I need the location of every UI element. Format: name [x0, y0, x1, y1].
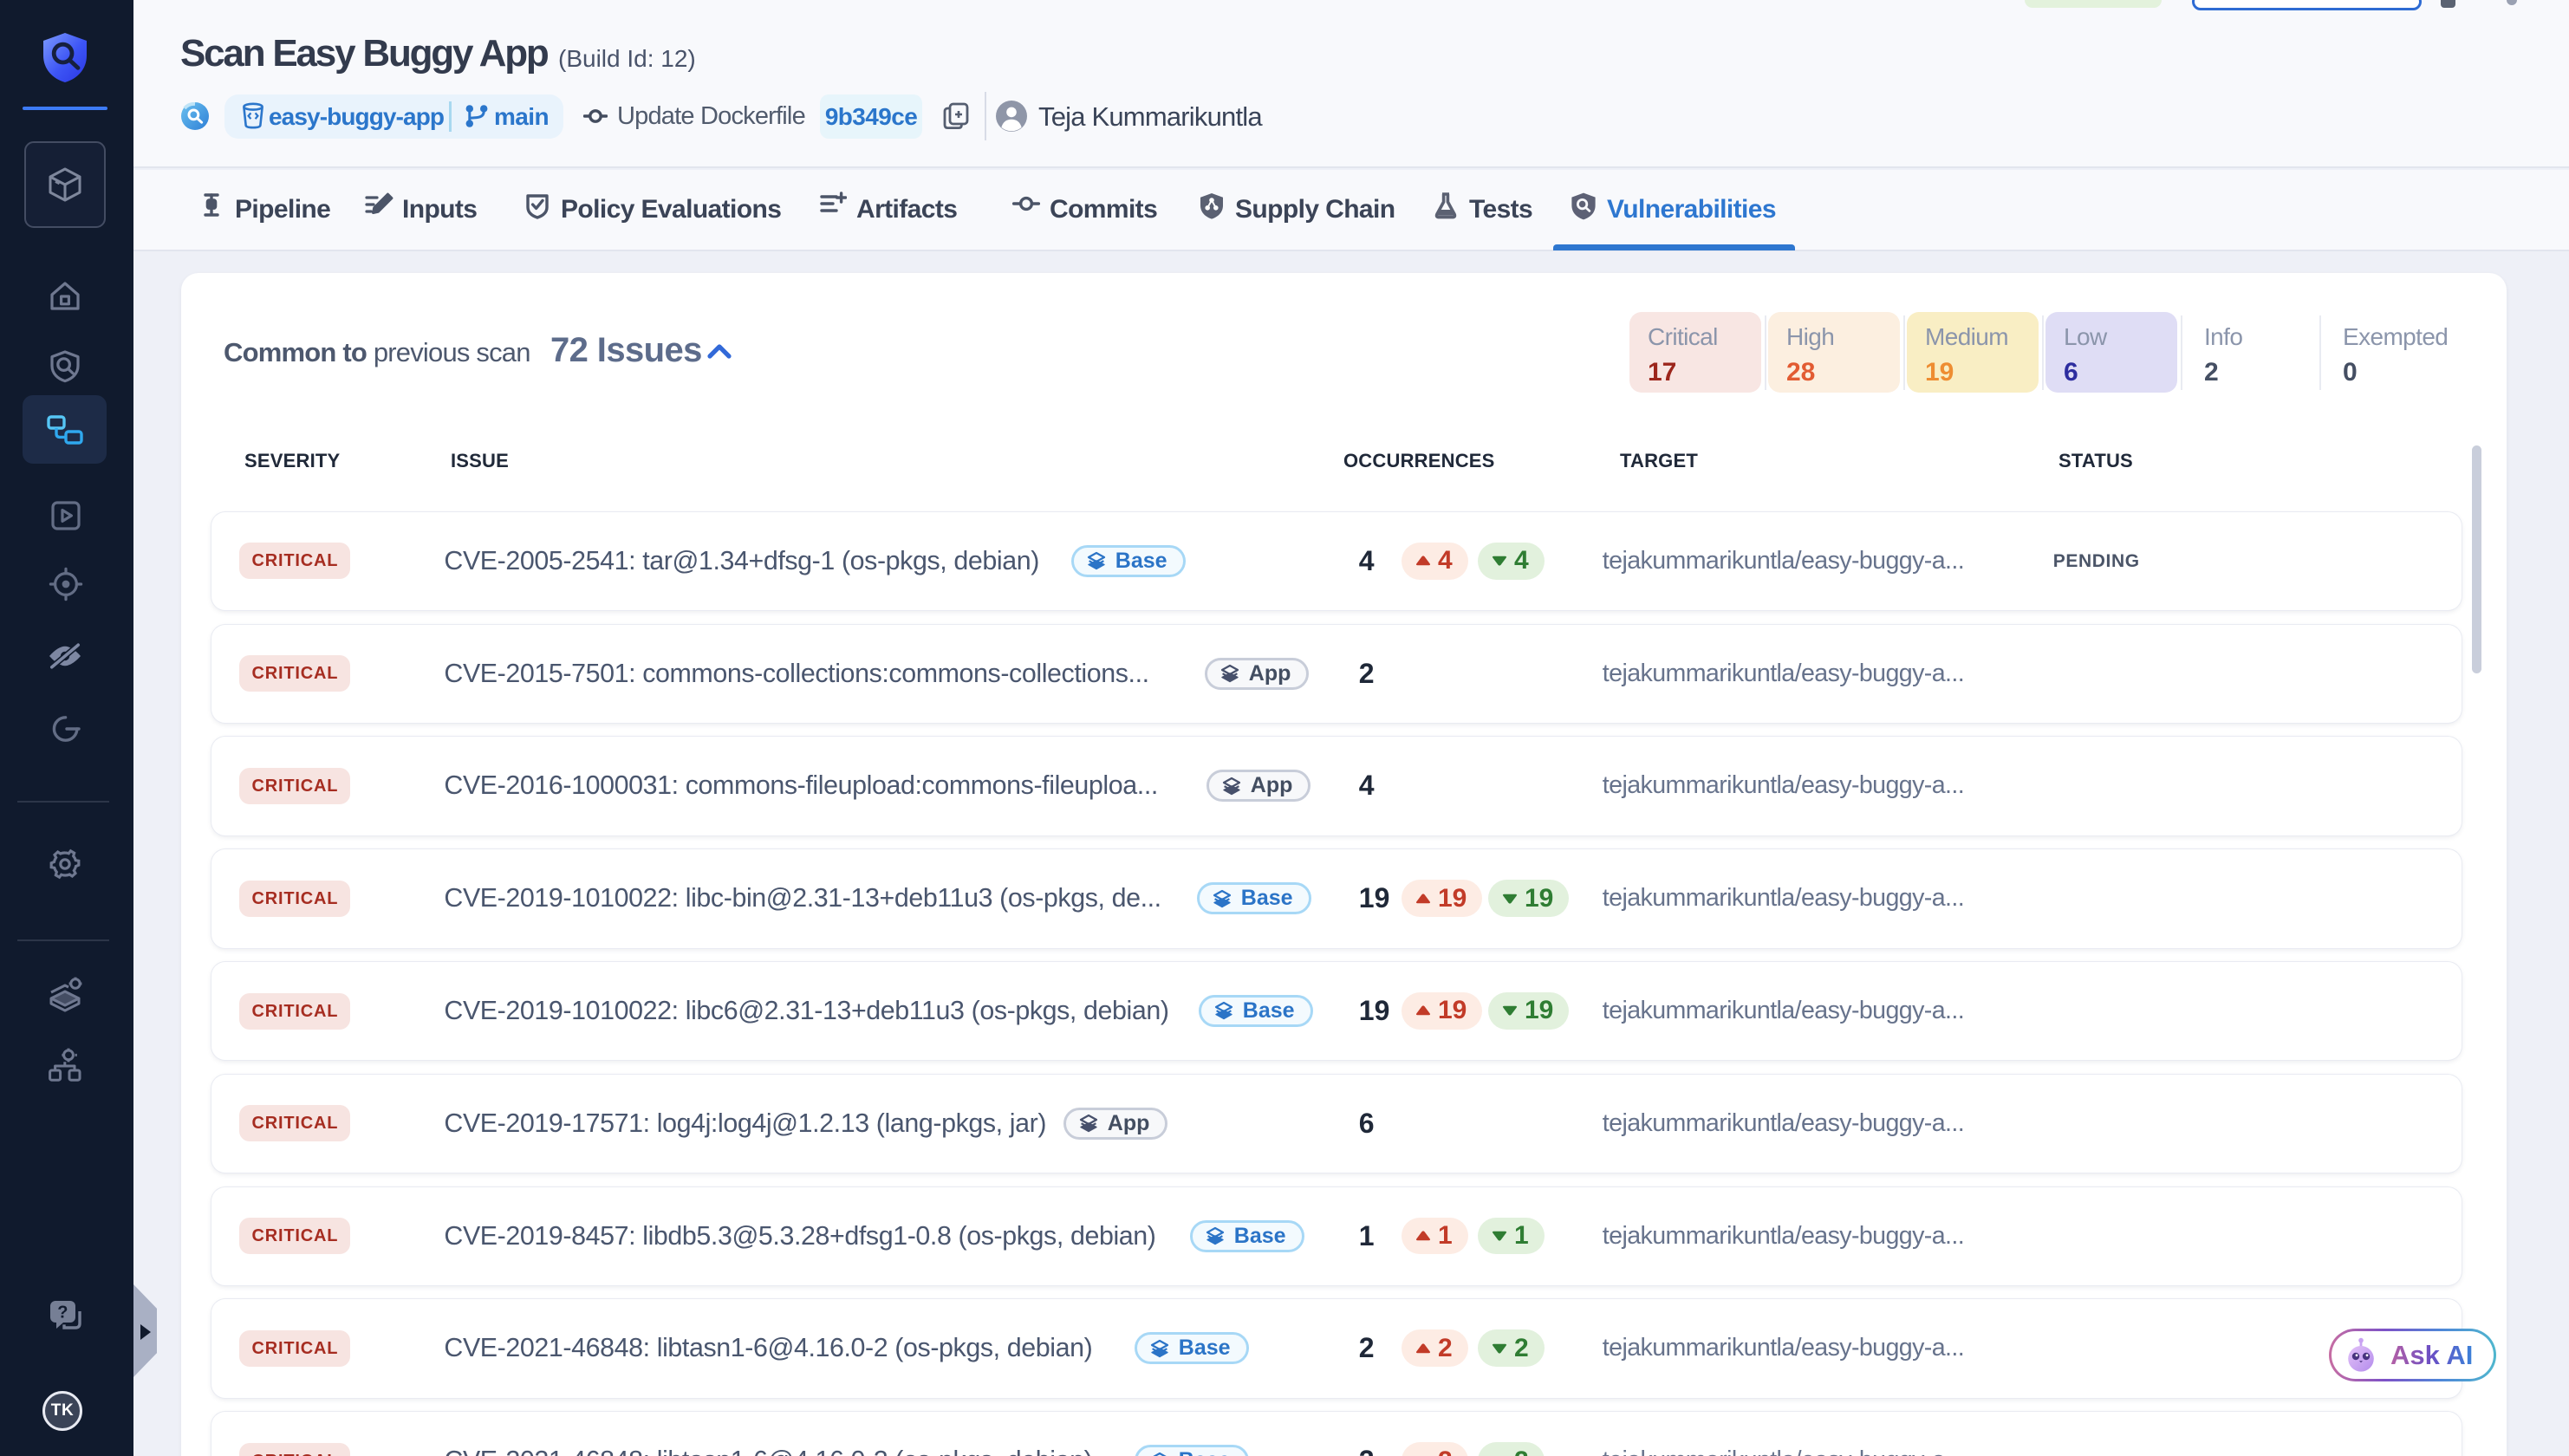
- svg-text:?: ?: [57, 1303, 68, 1322]
